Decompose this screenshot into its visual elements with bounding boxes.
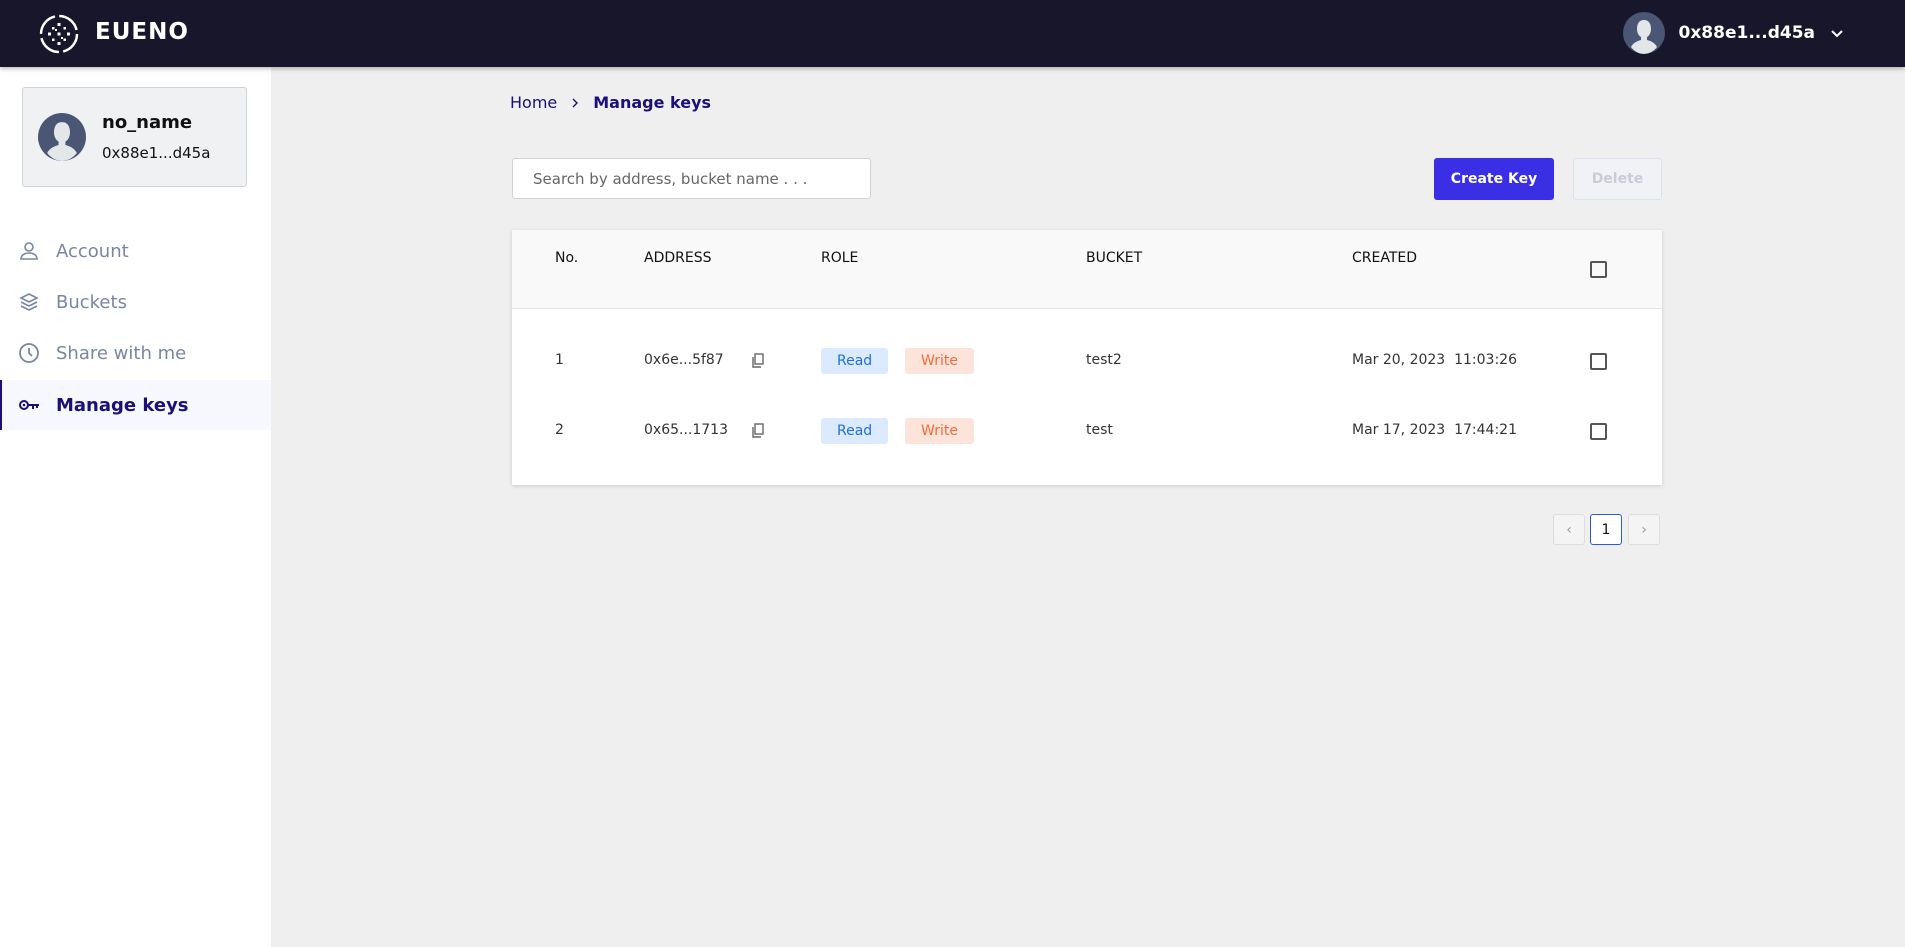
chevron-right-icon xyxy=(572,98,579,107)
select-all-checkbox[interactable] xyxy=(1590,261,1607,278)
brand-name: EUENO xyxy=(95,19,189,45)
breadcrumb-home[interactable]: Home xyxy=(510,93,558,112)
search-input[interactable] xyxy=(512,158,871,199)
profile-name: no_name xyxy=(102,112,193,133)
eueno-logo-icon[interactable] xyxy=(38,13,80,55)
layers-icon xyxy=(19,293,39,311)
column-role: ROLE xyxy=(821,250,859,266)
avatar xyxy=(38,113,86,161)
row-no: 2 xyxy=(555,422,564,438)
role-read-tag: Read xyxy=(821,418,889,444)
copy-icon[interactable] xyxy=(751,423,765,439)
column-bucket: BUCKET xyxy=(1086,250,1143,266)
sidebar-item-label: Account xyxy=(56,240,129,262)
profile-address: 0x88e1...d45a xyxy=(102,144,211,162)
sidebar-item-label: Buckets xyxy=(56,291,127,313)
row-bucket: test2 xyxy=(1086,352,1122,368)
create-key-button[interactable]: Create Key xyxy=(1434,158,1554,200)
role-write-tag: Write xyxy=(905,348,974,374)
key-icon xyxy=(19,400,39,410)
row-created: Mar 17, 2023 17:44:21 xyxy=(1352,422,1517,438)
avatar xyxy=(1622,12,1665,54)
sidebar-item-account[interactable]: Account xyxy=(0,226,271,276)
user-address: 0x88e1...d45a xyxy=(1678,23,1815,43)
top-bar: EUENO 0x88e1...d45a xyxy=(0,0,1905,67)
clock-icon xyxy=(19,343,39,363)
profile-card: no_name 0x88e1...d45a xyxy=(22,87,247,187)
row-address: 0x6e...5f87 xyxy=(644,352,724,368)
column-no: No. xyxy=(555,250,579,266)
role-write-tag: Write xyxy=(905,418,974,444)
sidebar: no_name 0x88e1...d45a Account Buckets Sh… xyxy=(0,67,271,947)
breadcrumb: Home Manage keys xyxy=(510,93,711,112)
next-page-button[interactable]: › xyxy=(1628,514,1660,545)
prev-page-button[interactable]: ‹ xyxy=(1553,514,1585,545)
role-read-tag: Read xyxy=(821,348,889,374)
row-created: Mar 20, 2023 11:03:26 xyxy=(1352,352,1517,368)
row-bucket: test xyxy=(1086,422,1113,438)
row-checkbox[interactable] xyxy=(1590,353,1607,370)
sidebar-item-manage-keys[interactable]: Manage keys xyxy=(0,380,271,430)
sidebar-item-label: Share with me xyxy=(56,342,187,364)
user-menu[interactable]: 0x88e1...d45a xyxy=(1622,12,1845,54)
keys-table: No. ADDRESS ROLE BUCKET CREATED 1 0x6e..… xyxy=(512,230,1662,485)
row-no: 1 xyxy=(555,352,564,368)
row-checkbox[interactable] xyxy=(1590,423,1607,440)
row-address: 0x65...1713 xyxy=(644,422,728,438)
page-1-button[interactable]: 1 xyxy=(1590,514,1622,545)
user-icon xyxy=(20,242,38,260)
column-created: CREATED xyxy=(1352,250,1418,266)
sidebar-item-label: Manage keys xyxy=(56,394,189,416)
sidebar-item-share-with-me[interactable]: Share with me xyxy=(0,328,271,378)
breadcrumb-current: Manage keys xyxy=(593,93,712,112)
table-header: No. ADDRESS ROLE BUCKET CREATED xyxy=(512,230,1662,309)
copy-icon[interactable] xyxy=(751,353,765,369)
chevron-down-icon[interactable] xyxy=(1829,25,1845,41)
sidebar-item-buckets[interactable]: Buckets xyxy=(0,277,271,327)
column-address: ADDRESS xyxy=(644,250,712,266)
delete-button[interactable]: Delete xyxy=(1573,158,1662,200)
